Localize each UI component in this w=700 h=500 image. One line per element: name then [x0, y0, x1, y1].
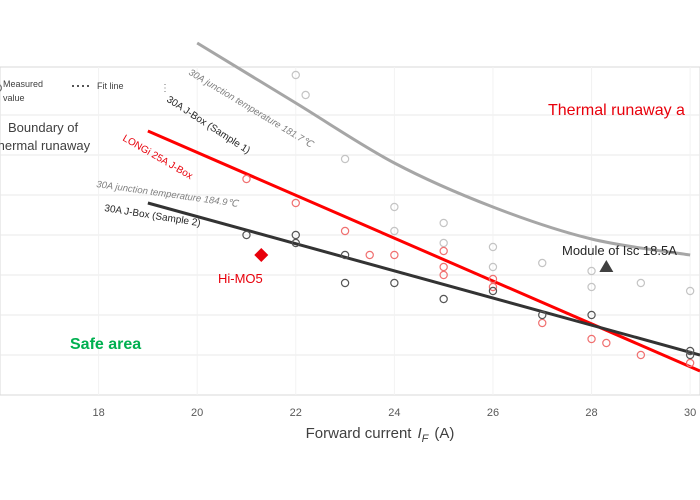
data-point-series-1: [439, 218, 448, 228]
data-point-series-1: [488, 242, 498, 252]
x-axis-subscript: F: [422, 433, 430, 445]
data-point-series-2: [242, 174, 251, 184]
data-point-series-2: [587, 334, 596, 344]
x-tick-label: 24: [388, 407, 400, 419]
x-axis-label-text: Forward current: [306, 425, 413, 442]
x-tick-labels: 18 20 22 24 26 28 30: [92, 407, 696, 419]
thermal-runaway-area-label: Thermal runaway a: [548, 102, 685, 119]
data-point-series-2: [538, 318, 547, 328]
x-tick-label: 30: [684, 407, 696, 419]
data-point-series-3: [390, 278, 399, 288]
data-point-series-2: [602, 338, 611, 348]
legend: Measured value Fit line ⋮: [0, 79, 170, 103]
data-point-series-3: [685, 346, 695, 356]
data-point-series-3: [587, 310, 596, 320]
x-tick-label: 26: [487, 407, 499, 419]
legend-measured-marker: [0, 84, 3, 92]
data-point-series-1: [291, 70, 300, 80]
data-point-series-3: [538, 310, 547, 320]
fit-curve-series-1: [196, 41, 691, 257]
data-point-series-1: [587, 266, 596, 276]
legend-fit-line-label: Fit line: [97, 81, 124, 91]
hi-mo5-marker: [254, 248, 269, 262]
data-point-series-1: [390, 202, 399, 212]
data-point-series-2: [488, 274, 498, 284]
boundary-annotation-line1: Boundary of: [8, 120, 78, 135]
data-point-series-2: [439, 270, 448, 280]
x-tick-label: 28: [585, 407, 597, 419]
data-point-series-3: [340, 250, 350, 260]
data-point-series-1: [488, 262, 498, 272]
safe-area-label: Safe area: [70, 336, 141, 353]
plot-frame: [0, 66, 700, 396]
data-point-series-3: [291, 238, 300, 248]
legend-measured-label-2: value: [3, 93, 25, 103]
boundary-annotation-line2: thermal runaway: [0, 138, 91, 153]
data-point-series-3: [340, 278, 350, 288]
data-point-series-3: [291, 230, 300, 240]
data-point-series-3: [488, 286, 498, 296]
data-point-series-2: [636, 350, 646, 360]
data-point-series-2: [488, 282, 498, 292]
data-point-series-1: [301, 90, 310, 100]
data-point-series-1: [340, 154, 350, 164]
x-axis-label: Forward current IF (A): [306, 425, 455, 445]
hi-mo5-label: Hi-MO5: [218, 271, 263, 286]
data-point-series-1: [685, 286, 695, 296]
legend-extra-dots: ⋮: [160, 83, 170, 94]
data-point-series-2: [390, 250, 399, 260]
fit-line-series-3: [147, 201, 700, 357]
module-isc-marker: [599, 260, 614, 272]
data-point-series-2: [439, 262, 448, 272]
x-tick-label: 22: [290, 407, 302, 419]
x-axis-unit: (A): [434, 425, 454, 442]
data-point-series-1: [439, 238, 448, 248]
fit-lines: [147, 41, 700, 373]
module-isc-label: Module of Isc 18.5A: [562, 243, 677, 258]
data-point-series-1: [390, 226, 399, 236]
special-points: [254, 248, 614, 272]
data-point-series-1: [636, 278, 646, 288]
data-point-series-1: [587, 282, 596, 292]
data-point-series-2: [685, 358, 695, 368]
data-point-series-1: [538, 258, 547, 268]
data-point-series-3: [685, 350, 695, 360]
data-point-series-2: [340, 226, 350, 236]
data-point-series-2: [439, 246, 448, 256]
x-tick-label: 18: [92, 407, 104, 419]
data-points: [242, 70, 695, 368]
legend-measured-label-1: Measured: [3, 79, 43, 89]
data-point-series-3: [439, 294, 448, 304]
data-point-series-3: [242, 230, 251, 240]
data-point-series-2: [291, 198, 300, 208]
data-point-series-2: [365, 250, 374, 260]
x-tick-label: 20: [191, 407, 203, 419]
x-axis-symbol: I: [417, 425, 421, 442]
grid-lines: [0, 67, 700, 395]
